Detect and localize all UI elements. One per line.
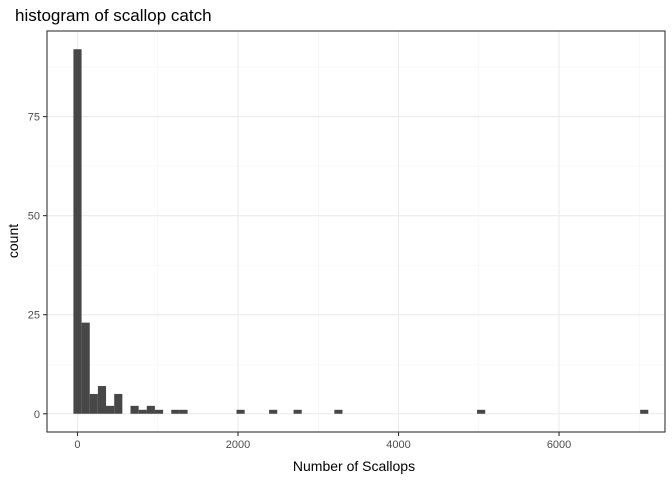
y-tick-label: 25 [28, 310, 40, 322]
histogram-bar [146, 405, 155, 414]
histogram-bar [640, 409, 649, 414]
x-tick-label: 0 [74, 439, 80, 451]
x-tick-label: 4000 [386, 439, 410, 451]
histogram-bar [334, 409, 343, 414]
histogram-bar [130, 405, 139, 414]
histogram-bar [154, 409, 164, 414]
histogram-bar [179, 409, 188, 414]
chart-title: histogram of scallop catch [15, 6, 212, 25]
y-axis: 0 25 50 75 [28, 112, 47, 421]
histogram-bars [73, 49, 649, 414]
histogram-bar [236, 409, 245, 414]
y-tick-label: 75 [28, 112, 40, 124]
x-tick-label: 2000 [226, 439, 250, 451]
histogram-bar [114, 393, 123, 414]
x-tick-label: 6000 [547, 439, 571, 451]
grid-lines [47, 31, 665, 432]
y-axis-title: count [5, 224, 21, 258]
histogram-bar [97, 386, 107, 414]
plot-panel [46, 30, 666, 433]
x-axis-title: Number of Scallops [293, 458, 415, 474]
histogram-bar [81, 322, 90, 414]
histogram-bar [138, 409, 147, 414]
histogram-bar [171, 409, 180, 414]
histogram-bar [106, 405, 115, 414]
histogram-bar [89, 393, 98, 414]
histogram-bar [477, 409, 486, 414]
histogram-bar [73, 49, 82, 414]
histogram-bar [293, 409, 302, 414]
panel-border [46, 30, 666, 433]
x-axis: 0 2000 4000 6000 [74, 432, 571, 451]
y-tick-label: 0 [34, 409, 40, 421]
y-tick-label: 50 [28, 211, 40, 223]
histogram-bar [269, 409, 278, 414]
